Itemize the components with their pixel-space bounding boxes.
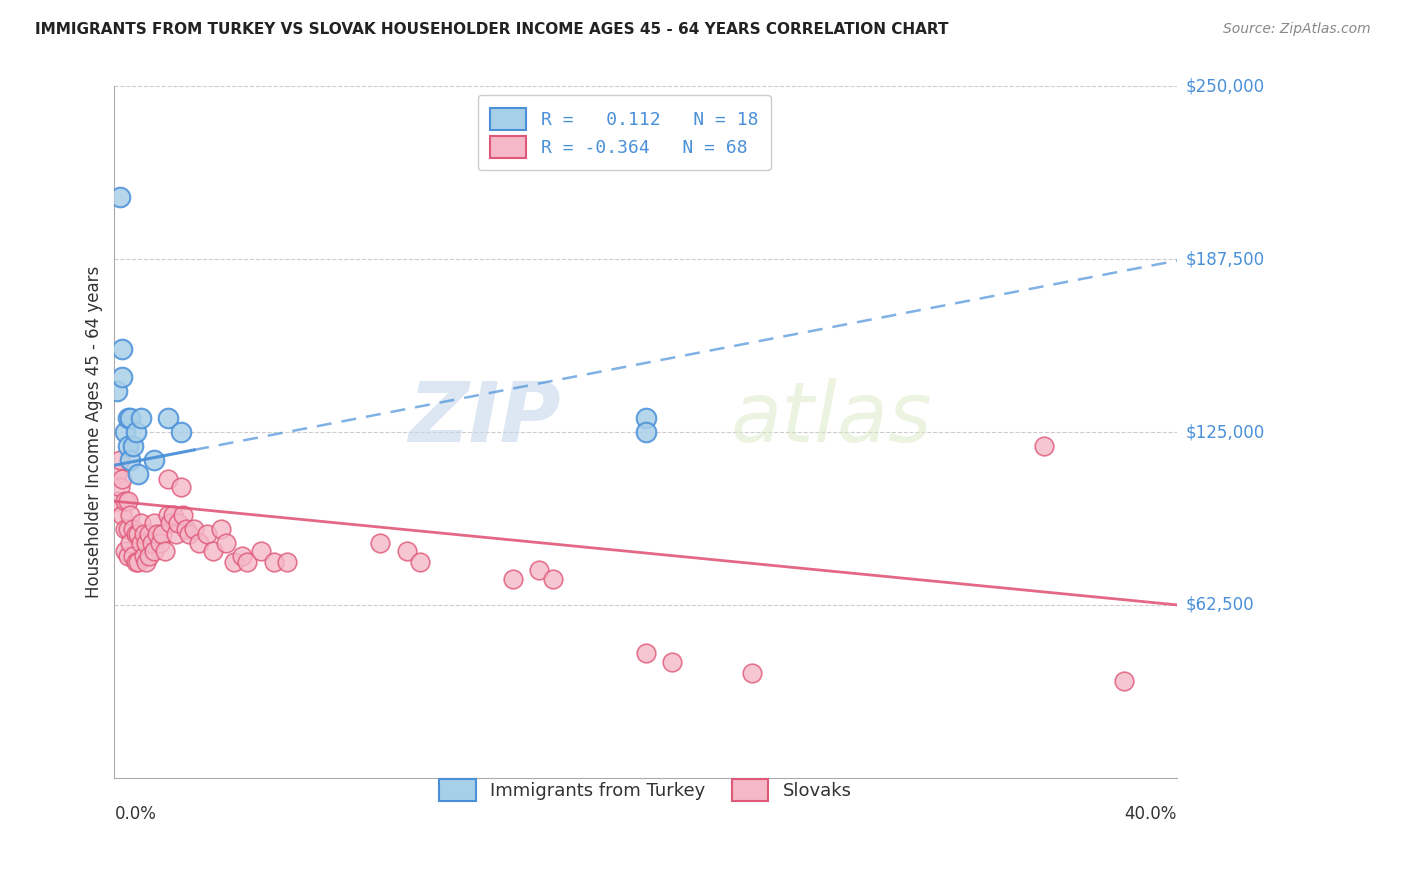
Point [195, 527, 218, 541]
Point [162, 508, 184, 522]
Point [159, 516, 181, 531]
Point [395, 544, 418, 558]
Point [236, 555, 259, 569]
Point [170, 425, 193, 439]
Point [129, 411, 152, 425]
Point [502, 572, 524, 586]
Point [111, 508, 134, 522]
Text: $125,000: $125,000 [1185, 423, 1264, 441]
Point [114, 544, 136, 558]
Point [661, 655, 683, 669]
Point [127, 527, 149, 541]
Point [135, 535, 157, 549]
Point [153, 544, 176, 558]
Point [143, 516, 166, 531]
Text: 40.0%: 40.0% [1125, 805, 1177, 823]
Text: $250,000: $250,000 [1185, 78, 1264, 95]
Text: $187,500: $187,500 [1185, 251, 1264, 268]
Point [120, 535, 142, 549]
Point [105, 494, 128, 508]
Point [222, 555, 245, 569]
Point [165, 527, 187, 541]
Point [132, 549, 155, 564]
Point [209, 522, 232, 536]
Point [183, 522, 205, 536]
Point [114, 522, 136, 536]
Point [114, 425, 136, 439]
Point [368, 535, 391, 549]
Point [143, 544, 166, 558]
Text: ZIP: ZIP [408, 377, 561, 458]
Point [1112, 673, 1135, 688]
Point [117, 494, 139, 508]
Point [634, 646, 657, 660]
Y-axis label: Householder Income Ages 45 - 64 years: Householder Income Ages 45 - 64 years [86, 266, 103, 599]
Point [111, 472, 134, 486]
Point [120, 508, 142, 522]
Point [129, 535, 152, 549]
Point [174, 522, 197, 536]
Point [122, 522, 145, 536]
Point [138, 527, 160, 541]
Point [156, 508, 179, 522]
Point [111, 342, 134, 356]
Point [409, 555, 432, 569]
Point [188, 535, 211, 549]
Point [111, 369, 134, 384]
Point [120, 452, 142, 467]
Point [122, 439, 145, 453]
Point [148, 535, 170, 549]
Point [150, 527, 173, 541]
Point [167, 516, 190, 531]
Point [529, 563, 551, 577]
Point [156, 472, 179, 486]
Point [108, 190, 131, 204]
Point [124, 555, 146, 569]
Point [215, 535, 238, 549]
Point [138, 549, 160, 564]
Point [120, 411, 142, 425]
Point [117, 522, 139, 536]
Point [146, 527, 169, 541]
Point [117, 439, 139, 453]
Point [124, 527, 146, 541]
Point [231, 549, 253, 564]
Point [172, 508, 194, 522]
Point [108, 480, 131, 494]
Point [127, 467, 149, 481]
Point [127, 555, 149, 569]
Point [105, 467, 128, 481]
Text: atlas: atlas [731, 377, 932, 458]
Point [634, 411, 657, 425]
Point [201, 544, 224, 558]
Point [124, 425, 146, 439]
Point [143, 452, 166, 467]
Point [114, 494, 136, 508]
Point [170, 480, 193, 494]
Point [108, 452, 131, 467]
Point [276, 555, 298, 569]
Text: 0.0%: 0.0% [114, 805, 156, 823]
Point [105, 384, 128, 398]
Point [263, 555, 285, 569]
Point [741, 665, 763, 680]
Point [122, 549, 145, 564]
Point [135, 555, 157, 569]
Point [156, 411, 179, 425]
Point [117, 411, 139, 425]
Point [249, 544, 271, 558]
Point [132, 527, 155, 541]
Text: IMMIGRANTS FROM TURKEY VS SLOVAK HOUSEHOLDER INCOME AGES 45 - 64 YEARS CORRELATI: IMMIGRANTS FROM TURKEY VS SLOVAK HOUSEHO… [35, 22, 949, 37]
Point [541, 572, 564, 586]
Legend: Immigrants from Turkey, Slovaks: Immigrants from Turkey, Slovaks [427, 766, 865, 814]
Point [1033, 439, 1056, 453]
Text: $62,500: $62,500 [1185, 596, 1254, 614]
Point [177, 527, 200, 541]
Point [117, 549, 139, 564]
Point [129, 516, 152, 531]
Point [634, 425, 657, 439]
Text: Source: ZipAtlas.com: Source: ZipAtlas.com [1223, 22, 1371, 37]
Point [141, 535, 163, 549]
